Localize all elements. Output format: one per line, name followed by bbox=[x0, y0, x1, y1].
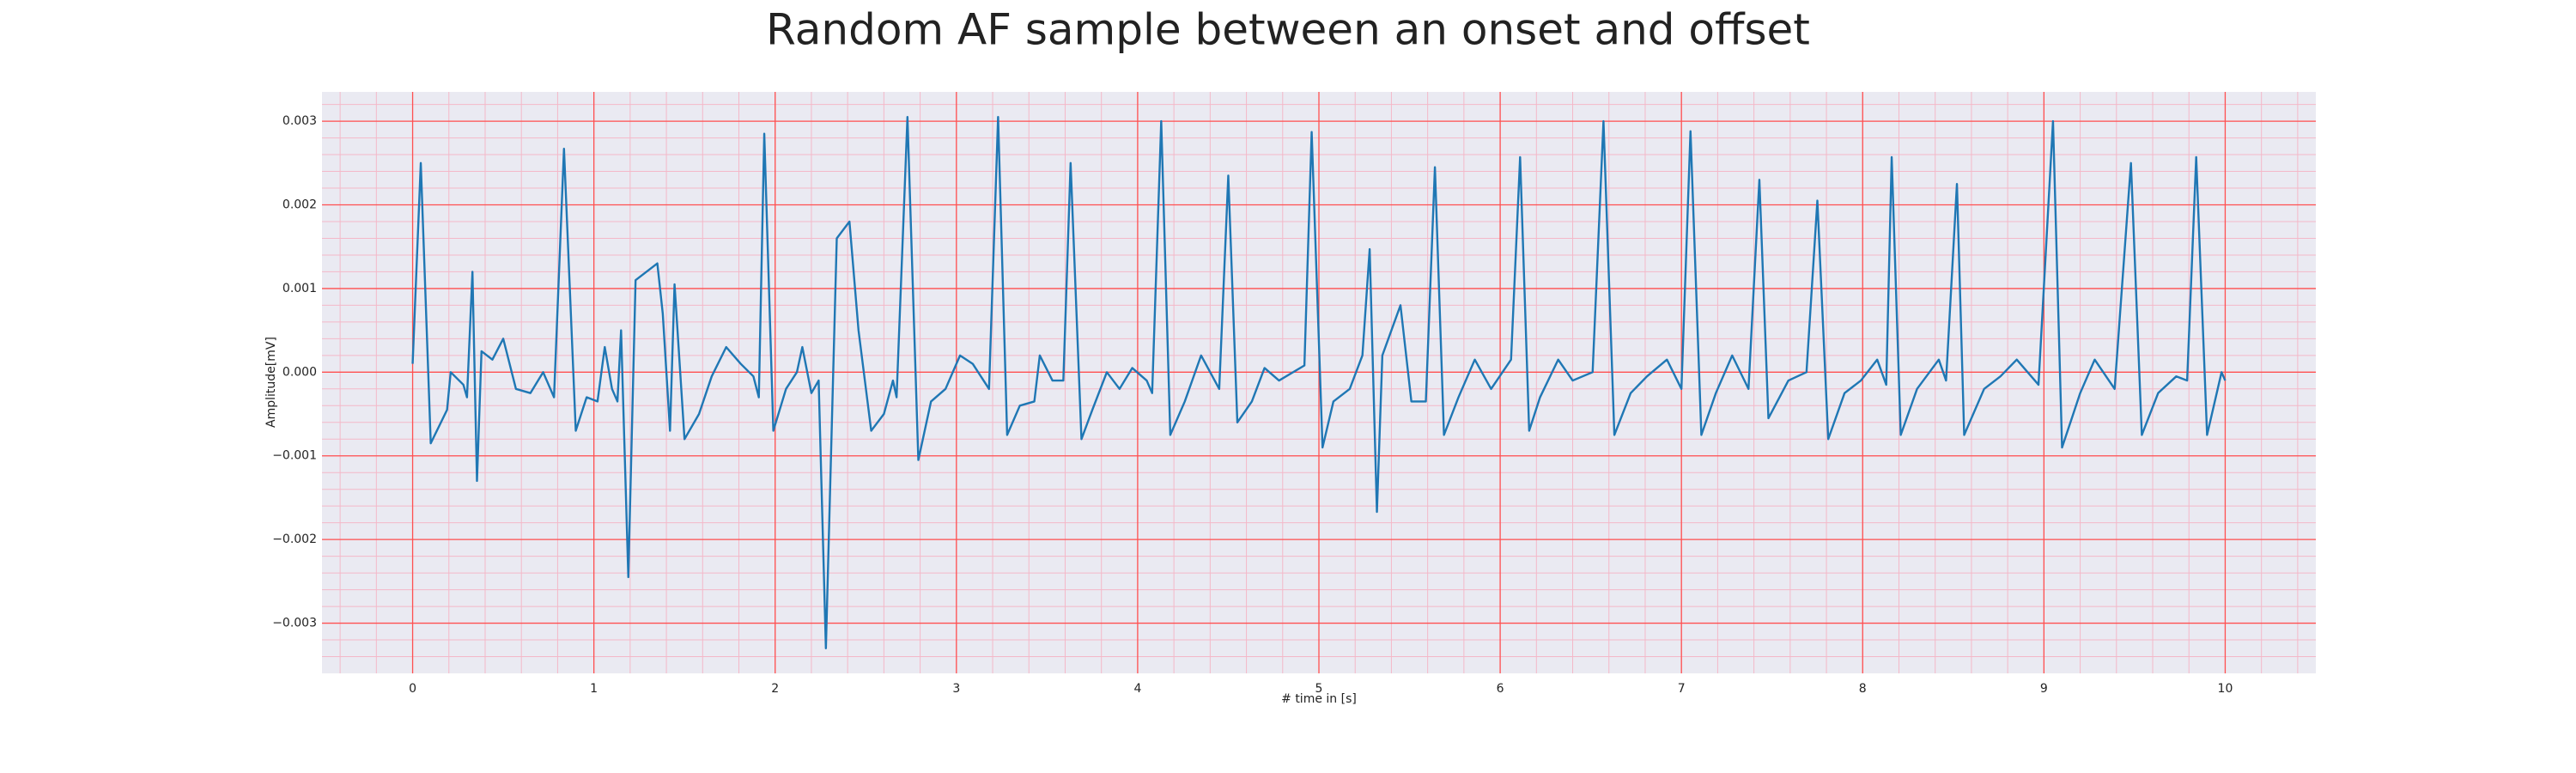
chart-title: Random AF sample between an onset and of… bbox=[766, 5, 1810, 55]
x-tick-label: 6 bbox=[1497, 682, 1504, 696]
x-tick-label: 10 bbox=[2218, 682, 2233, 696]
x-tick-label: 5 bbox=[1315, 682, 1323, 696]
y-tick-label: 0.002 bbox=[283, 198, 317, 212]
y-tick-label: −0.002 bbox=[272, 533, 317, 546]
x-tick-label: 9 bbox=[2040, 682, 2048, 696]
line bbox=[411, 116, 2227, 649]
x-tick-label: 1 bbox=[590, 682, 598, 696]
y-tick-label: 0.001 bbox=[283, 282, 317, 295]
x-tick-label: 7 bbox=[1678, 682, 1686, 696]
x-tick-label: 0 bbox=[409, 682, 416, 696]
x-tick-label: 2 bbox=[771, 682, 779, 696]
x-tick-label: 3 bbox=[952, 682, 960, 696]
x-axis-label: # time in [s] bbox=[1281, 692, 1357, 706]
y-tick-label: 0.003 bbox=[283, 114, 317, 128]
x-tick-label: 8 bbox=[1859, 682, 1867, 696]
y-tick-label: −0.003 bbox=[272, 617, 317, 630]
y-tick-label: −0.001 bbox=[272, 449, 317, 463]
x-tick-label: 4 bbox=[1133, 682, 1141, 696]
grid bbox=[322, 92, 2316, 673]
y-tick-label: 0.000 bbox=[283, 365, 317, 379]
y-axis-label: Amplitude[mV] bbox=[264, 337, 278, 428]
